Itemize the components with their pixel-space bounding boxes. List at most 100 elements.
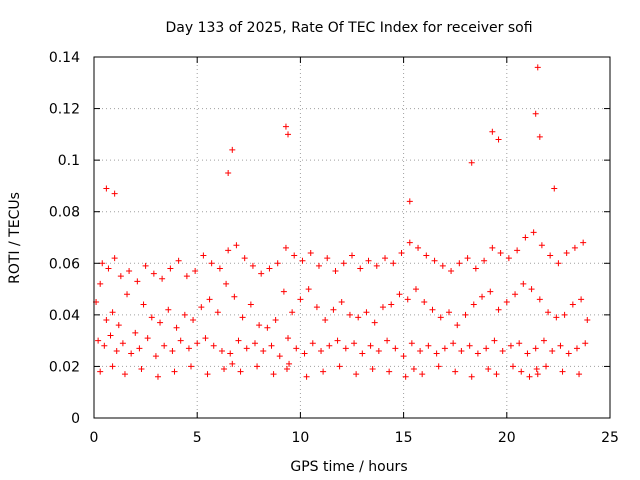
data-point bbox=[260, 347, 267, 354]
data-point bbox=[109, 363, 116, 370]
data-point bbox=[235, 337, 242, 344]
data-point bbox=[536, 133, 543, 140]
data-point bbox=[148, 314, 155, 321]
data-point bbox=[318, 347, 325, 354]
data-point bbox=[373, 262, 380, 269]
data-point bbox=[338, 298, 345, 305]
data-point bbox=[404, 296, 411, 303]
data-point bbox=[152, 353, 159, 360]
data-point bbox=[551, 185, 558, 192]
data-point bbox=[561, 311, 568, 318]
data-point bbox=[283, 366, 290, 373]
data-point bbox=[549, 347, 556, 354]
data-point bbox=[431, 257, 438, 264]
data-point bbox=[547, 252, 554, 259]
data-point bbox=[239, 314, 246, 321]
y-tick-label: 0 bbox=[71, 411, 80, 427]
data-point bbox=[379, 304, 386, 311]
data-point bbox=[134, 278, 141, 285]
data-point bbox=[536, 296, 543, 303]
data-point bbox=[190, 317, 197, 324]
data-point bbox=[557, 342, 564, 349]
data-point bbox=[276, 353, 283, 360]
data-point bbox=[534, 371, 541, 378]
data-point bbox=[540, 337, 547, 344]
data-point bbox=[322, 317, 329, 324]
data-point bbox=[227, 350, 234, 357]
data-point bbox=[119, 340, 126, 347]
y-axis-ticks: 0 0.02 0.04 0.06 0.08 0.1 0.12 0.14 bbox=[49, 50, 610, 427]
data-point bbox=[218, 347, 225, 354]
y-axis-label: ROTI / TECUs bbox=[7, 192, 23, 284]
grid-lines bbox=[94, 57, 610, 418]
data-point bbox=[103, 185, 110, 192]
data-point bbox=[254, 363, 261, 370]
data-point bbox=[412, 286, 419, 293]
data-point bbox=[233, 242, 240, 249]
data-point bbox=[507, 342, 514, 349]
data-point bbox=[291, 252, 298, 259]
data-point bbox=[402, 373, 409, 380]
data-point bbox=[181, 311, 188, 318]
data-point bbox=[578, 296, 585, 303]
data-point bbox=[144, 335, 151, 342]
data-point bbox=[282, 123, 289, 130]
data-point bbox=[452, 368, 459, 375]
data-point bbox=[363, 309, 370, 316]
data-point bbox=[573, 345, 580, 352]
data-point bbox=[456, 260, 463, 267]
data-point bbox=[382, 255, 389, 262]
data-point bbox=[289, 309, 296, 316]
data-point bbox=[351, 340, 358, 347]
data-point bbox=[503, 298, 510, 305]
data-point bbox=[400, 353, 407, 360]
data-point bbox=[555, 260, 562, 267]
data-point bbox=[204, 371, 211, 378]
data-point bbox=[410, 366, 417, 373]
data-point bbox=[293, 345, 300, 352]
data-point bbox=[132, 329, 139, 336]
x-tick-label: 20 bbox=[498, 430, 516, 446]
data-point bbox=[200, 252, 207, 259]
data-point bbox=[223, 280, 230, 287]
data-point bbox=[225, 170, 232, 177]
data-point bbox=[437, 314, 444, 321]
data-point bbox=[481, 257, 488, 264]
data-point bbox=[474, 350, 481, 357]
data-point bbox=[353, 371, 360, 378]
data-point bbox=[221, 366, 228, 373]
data-point bbox=[526, 373, 533, 380]
data-point bbox=[571, 244, 578, 251]
data-point bbox=[553, 314, 560, 321]
data-point bbox=[569, 301, 576, 308]
data-point bbox=[173, 324, 180, 331]
data-point bbox=[520, 280, 527, 287]
data-point bbox=[159, 275, 166, 282]
data-point bbox=[495, 306, 502, 313]
data-point bbox=[282, 244, 289, 251]
data-point bbox=[429, 306, 436, 313]
data-point bbox=[462, 311, 469, 318]
data-point bbox=[425, 342, 432, 349]
data-point bbox=[543, 363, 550, 370]
data-point bbox=[415, 244, 422, 251]
data-point bbox=[516, 340, 523, 347]
data-point bbox=[157, 319, 164, 326]
data-point bbox=[563, 249, 570, 256]
data-point bbox=[225, 247, 232, 254]
x-axis-label: GPS time / hours bbox=[290, 459, 407, 475]
data-point bbox=[142, 262, 149, 269]
y-tick-label: 0.12 bbox=[49, 102, 80, 118]
data-point bbox=[258, 270, 265, 277]
plot-frame bbox=[93, 56, 611, 419]
data-point bbox=[468, 159, 475, 166]
data-point bbox=[202, 335, 209, 342]
y-tick-label: 0.04 bbox=[49, 308, 80, 324]
data-point bbox=[229, 360, 236, 367]
data-point bbox=[99, 260, 106, 267]
data-point bbox=[489, 128, 496, 135]
data-point bbox=[183, 273, 190, 280]
data-point bbox=[175, 257, 182, 264]
data-point bbox=[126, 268, 133, 275]
data-point bbox=[107, 332, 114, 339]
